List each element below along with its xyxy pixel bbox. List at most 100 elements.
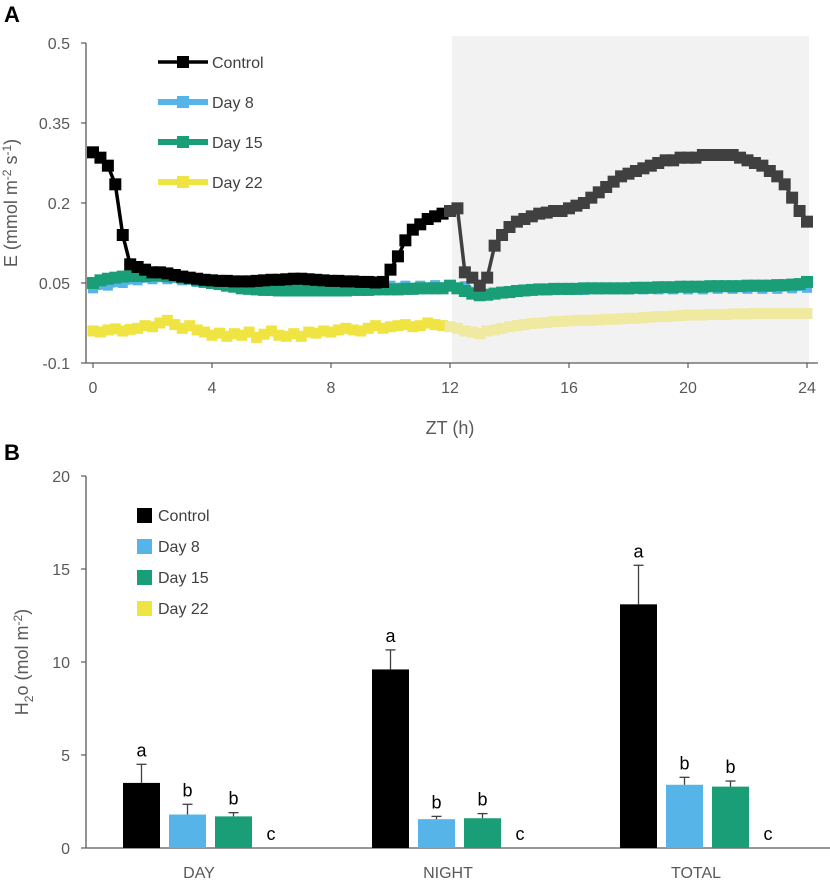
- bar-day-day-15: [215, 816, 252, 848]
- day-22-marker: [280, 330, 292, 342]
- b-legend-label-control: Control: [158, 508, 210, 525]
- error-bar-total-day-8: [679, 776, 690, 785]
- error-bar-day-control: [136, 763, 147, 783]
- day-22-marker: [489, 324, 501, 336]
- day-22-marker: [459, 325, 471, 337]
- bar-total-day-8: [666, 784, 703, 848]
- day-22-marker: [481, 325, 493, 337]
- panel-b-letter: B: [4, 440, 20, 465]
- day-22-marker: [600, 313, 612, 325]
- day-22-marker: [288, 328, 300, 340]
- day-22-marker: [749, 307, 761, 319]
- day-22-marker: [660, 311, 672, 323]
- day-22-marker: [370, 320, 382, 332]
- bar-total-day-15: [712, 786, 749, 848]
- a-legend-swatch-marker-control: [177, 56, 189, 68]
- b-x-category-label: NIGHT: [423, 865, 473, 882]
- b-legend-label-day-22: Day 22: [158, 601, 209, 618]
- b-y-tick-label: 15: [52, 562, 70, 579]
- day-22-marker: [102, 324, 114, 336]
- bar-night-control: [372, 669, 409, 848]
- day-22-marker: [734, 308, 746, 320]
- day-22-marker: [541, 316, 553, 328]
- control-marker: [399, 234, 412, 247]
- day-22-marker: [742, 308, 753, 320]
- day-22-marker: [623, 312, 634, 324]
- b-y-tick-label: 5: [61, 748, 70, 765]
- control-marker: [377, 275, 390, 288]
- control-marker: [116, 229, 129, 241]
- day-22-marker: [332, 324, 344, 336]
- day-8-marker: [102, 280, 113, 291]
- error-bar-day-day-15: [228, 812, 239, 817]
- day-15-marker: [801, 275, 813, 288]
- day-22-marker: [578, 314, 590, 326]
- day-22-marker: [377, 322, 389, 334]
- b-legend-label-day-8: Day 8: [158, 539, 200, 556]
- day-22-marker: [362, 322, 374, 334]
- day-22-marker: [147, 321, 158, 333]
- a-x-tick-label: 4: [208, 380, 217, 397]
- day-8-marker: [117, 278, 128, 288]
- day-22-marker: [675, 310, 687, 322]
- day-22-marker: [504, 321, 515, 333]
- day-22-marker: [645, 311, 657, 323]
- day-22-marker: [608, 313, 620, 325]
- day-22-marker: [451, 322, 463, 334]
- day-22-marker: [340, 322, 352, 334]
- day-22-marker: [719, 308, 731, 320]
- a-y-tick-label: 0.35: [39, 116, 70, 133]
- day-22-marker: [422, 317, 434, 329]
- day-22-marker: [637, 312, 649, 324]
- series-control: [87, 146, 813, 292]
- series-day-15: [87, 269, 813, 302]
- day-22-marker: [109, 323, 121, 335]
- error-bar-total-control: [633, 564, 644, 605]
- bar-night-day-15: [464, 818, 501, 848]
- day-22-marker: [392, 320, 404, 332]
- significance-letter: b: [679, 753, 689, 773]
- day-22-marker: [124, 323, 136, 335]
- b-legend-label-day-15: Day 15: [158, 570, 209, 587]
- day-22-marker: [667, 310, 679, 322]
- day-22-marker: [474, 328, 486, 340]
- day-22-marker: [176, 322, 188, 334]
- day-22-marker: [355, 325, 367, 337]
- day-22-marker: [794, 307, 806, 319]
- a-x-tick-label: 24: [798, 380, 816, 397]
- day-22-marker: [303, 326, 315, 338]
- day-22-marker: [689, 309, 701, 321]
- day-22-marker: [310, 327, 322, 339]
- day-22-marker: [347, 324, 359, 336]
- a-y-tick-label: 0.2: [48, 196, 70, 213]
- error-bar-night-day-8: [431, 815, 442, 820]
- day-22-marker: [437, 320, 449, 332]
- day-22-marker: [444, 321, 456, 333]
- control-marker: [786, 191, 799, 204]
- day-22-marker: [630, 312, 642, 324]
- day-22-marker: [139, 320, 151, 332]
- b-x-category-label: DAY: [183, 865, 215, 882]
- day-22-marker: [87, 325, 99, 337]
- significance-letter: c: [267, 824, 276, 844]
- b-y-tick-label: 0: [61, 841, 70, 858]
- control-marker: [384, 263, 397, 276]
- a-x-tick-label: 0: [89, 380, 98, 397]
- significance-letter: b: [182, 780, 192, 800]
- day-22-marker: [385, 321, 396, 333]
- a-legend: Control Day 8 Day 15 Day 22: [158, 55, 264, 192]
- b-legend-swatch-day-15: [137, 570, 152, 585]
- b-legend-swatch-control: [137, 508, 152, 523]
- day-22-marker: [161, 314, 173, 326]
- day-22-marker: [325, 326, 337, 338]
- a-legend-swatch-marker-day-22: [177, 176, 189, 188]
- b-legend-swatch-day-8: [137, 539, 152, 554]
- a-x-tick-label: 16: [560, 380, 578, 397]
- day-22-marker: [273, 329, 285, 341]
- a-legend-swatch-marker-day-8: [177, 96, 189, 108]
- day-22-marker: [206, 329, 218, 341]
- a-legend-swatch-marker-day-15: [177, 136, 189, 148]
- day-22-marker: [199, 326, 211, 338]
- bar-night-day-8: [418, 819, 455, 848]
- day-22-marker: [169, 319, 181, 331]
